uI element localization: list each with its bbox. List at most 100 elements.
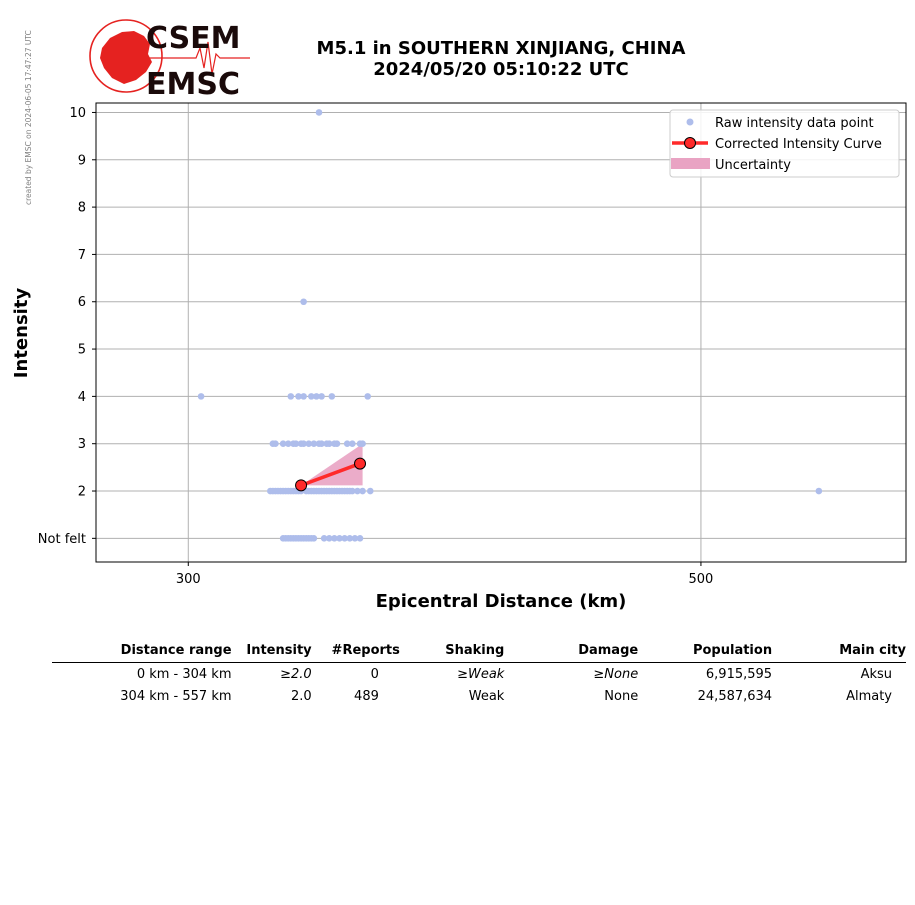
raw-data-point: [284, 440, 292, 448]
raw-points-layer: [197, 109, 823, 542]
uncertainty-layer: [301, 443, 363, 486]
cell-intensity: ≥2.0: [280, 667, 312, 682]
legend-curve-swatch-marker: [684, 137, 696, 149]
legend-uncertainty-label: Uncertainty: [715, 158, 791, 173]
cell-reports: 489: [354, 689, 379, 704]
raw-data-point: [366, 487, 374, 495]
tick-layer: Not felt 2 3 4 5 6 7 8 9 10 300 500: [38, 106, 714, 587]
legend-raw-swatch: [686, 118, 694, 126]
raw-data-point: [364, 393, 372, 400]
raw-data-point: [341, 535, 348, 542]
raw-data-point: [346, 535, 354, 542]
raw-data-point: [328, 393, 336, 400]
raw-data-point: [315, 109, 323, 116]
raw-data-point: [815, 487, 823, 495]
raw-data-point: [310, 440, 318, 448]
legend: Raw intensity data point Corrected Inten…: [669, 109, 900, 178]
raw-data-point: [325, 535, 333, 542]
header-shaking: Shaking: [399, 640, 505, 663]
table-header-row: Distance range Intensity #Reports Shakin…: [52, 640, 906, 663]
curve-layer: [295, 457, 367, 492]
cell-shaking: ≥Weak: [457, 667, 505, 682]
raw-data-point: [325, 440, 333, 448]
raw-data-point: [331, 535, 338, 542]
intensity-chart: Not felt 2 3 4 5 6 7 8 9 10 300 500 Epicentral Dist…: [11, 102, 907, 612]
uncertainty-band: [301, 443, 363, 486]
raw-data-point: [359, 440, 366, 448]
raw-data-point: [320, 535, 328, 542]
chart-title-line2: 2024/05/20 05:10:22 UTC: [373, 59, 629, 80]
legend-box: [669, 109, 900, 178]
x-axis-label: Epicentral Distance (km): [376, 591, 627, 612]
legend-raw-label: Raw intensity data point: [715, 116, 874, 131]
cell-population: 24,587,634: [697, 689, 773, 704]
raw-data-point: [295, 393, 302, 400]
cell-population: 6,915,595: [705, 667, 773, 682]
header-distance-range: Distance range: [52, 640, 232, 663]
cell-intensity: 2.0: [290, 689, 312, 704]
logo-text-bottom: EMSC: [146, 67, 240, 98]
raw-data-point: [300, 440, 307, 448]
y-tick-label: 8: [78, 201, 86, 216]
raw-data-point: [359, 487, 366, 495]
chart-title: M5.1 in SOUTHERN XINJIANG, CHINA 2024/05…: [260, 38, 742, 80]
y-tick-label: 5: [78, 343, 86, 358]
x-tick-label: 500: [689, 572, 714, 587]
legend-uncertainty-swatch: [671, 158, 710, 169]
raw-data-point: [354, 487, 361, 495]
header-main-city: Main city: [772, 640, 906, 663]
raw-data-point: [279, 440, 287, 448]
plot-frame: [95, 102, 907, 563]
cell-damage: ≥None: [593, 667, 639, 682]
raw-data-point: [351, 535, 359, 542]
cell-shaking: Weak: [468, 689, 505, 704]
raw-data-point: [197, 393, 205, 400]
chart-title-line1: M5.1 in SOUTHERN XINJIANG, CHINA: [316, 38, 686, 59]
corrected-intensity-line: [299, 461, 362, 488]
raw-data-point: [310, 535, 318, 542]
raw-data-point: [349, 440, 356, 448]
logo-map-shape: [100, 31, 152, 84]
raw-data-point: [287, 393, 295, 400]
y-tick-label: 6: [78, 295, 86, 310]
raw-data-point: [356, 535, 364, 542]
y-tick-label: Not felt: [38, 532, 86, 547]
intensity-summary-table: Distance range Intensity #Reports Shakin…: [52, 640, 906, 707]
raw-data-point: [300, 298, 307, 306]
raw-data-point: [272, 440, 279, 448]
raw-data-point: [305, 440, 313, 448]
raw-data-point: [349, 487, 356, 495]
raw-data-point: [313, 393, 320, 400]
y-tick-label: 2: [78, 485, 86, 500]
raw-data-point: [333, 440, 341, 448]
y-tick-label: 10: [69, 106, 86, 121]
raw-data-point: [292, 440, 300, 448]
legend-curve-label: Corrected Intensity Curve: [715, 137, 882, 152]
csem-emsc-logo: CSEM EMSC: [89, 19, 250, 98]
header-reports: #Reports: [311, 640, 400, 663]
header-population: Population: [638, 640, 773, 663]
raw-data-point: [318, 440, 325, 448]
y-tick-label: 4: [78, 390, 86, 405]
header-damage: Damage: [504, 640, 639, 663]
table-row: 0 km - 304 km ≥2.0 0 ≥Weak ≥None 6,915,5…: [52, 663, 906, 686]
table-row: 304 km - 557 km 2.0 489 Weak None 24,587…: [52, 685, 906, 707]
corrected-intensity-marker: [295, 479, 308, 492]
logo-seismogram-line: [146, 41, 250, 75]
y-tick-label: 7: [78, 248, 86, 263]
cell-distance: 304 km - 557 km: [120, 689, 232, 704]
y-axis-label: Intensity: [11, 288, 32, 379]
cell-city: Almaty: [846, 689, 892, 704]
y-tick-label: 9: [78, 153, 86, 168]
raw-data-point: [336, 535, 343, 542]
header-intensity: Intensity: [231, 640, 312, 663]
cell-damage: None: [604, 689, 639, 704]
grid-lines: [96, 103, 906, 562]
x-tick-label: 300: [176, 572, 201, 587]
corrected-intensity-marker: [354, 457, 367, 470]
cell-distance: 0 km - 304 km: [136, 667, 232, 682]
y-tick-label: 3: [78, 437, 86, 452]
logo-globe-outline: [89, 19, 163, 93]
cell-city: Aksu: [860, 667, 892, 682]
raw-data-point: [300, 393, 307, 400]
